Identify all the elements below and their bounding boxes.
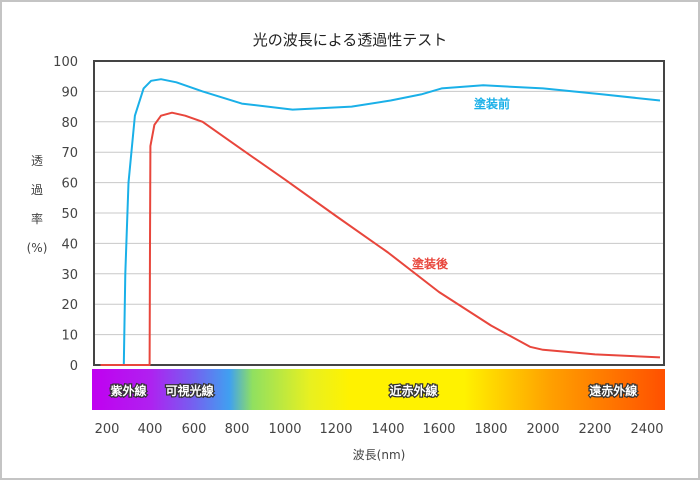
y-tick-label: 100 xyxy=(53,55,78,70)
y-tick-label: 50 xyxy=(61,207,78,222)
y-tick-label: 20 xyxy=(61,298,78,313)
x-tick-label: 400 xyxy=(138,422,163,437)
x-tick-label: 1000 xyxy=(268,422,301,437)
x-tick-label: 200 xyxy=(95,422,120,437)
x-tick-label: 2400 xyxy=(630,422,663,437)
y-tick-label: 60 xyxy=(61,177,78,192)
x-tick-label: 1400 xyxy=(371,422,404,437)
y-axis-label: 透 xyxy=(31,154,43,168)
chart-title: 光の波長による透過性テスト xyxy=(253,31,448,49)
x-tick-label: 2000 xyxy=(526,422,559,437)
spectrum-band-label: 可視光線 xyxy=(166,383,214,398)
y-tick-label: 70 xyxy=(61,146,78,161)
plot-border xyxy=(93,60,665,366)
spectrum-band-label: 近赤外線 xyxy=(389,383,437,398)
spectrum-bar xyxy=(92,369,665,410)
series-line-after-coating xyxy=(100,111,661,366)
x-axis-label: 波長(nm) xyxy=(353,448,406,462)
y-axis-label: 率 xyxy=(31,211,43,226)
y-axis-label: (%) xyxy=(27,241,48,255)
y-tick-label: 0 xyxy=(70,359,78,374)
x-tick-label: 1200 xyxy=(319,422,352,437)
x-tick-label: 600 xyxy=(182,422,207,437)
y-tick-label: 90 xyxy=(61,85,78,100)
y-tick-label: 30 xyxy=(61,268,78,283)
x-tick-label: 800 xyxy=(225,422,250,437)
series-label: 塗装前 xyxy=(474,96,510,111)
y-tick-label: 10 xyxy=(61,329,78,344)
y-axis-label: 過 xyxy=(31,183,43,197)
x-tick-label: 2200 xyxy=(578,422,611,437)
y-tick-label: 80 xyxy=(61,116,78,131)
spectrum-band-label: 遠赤外線 xyxy=(589,383,637,398)
x-tick-label: 1600 xyxy=(422,422,455,437)
spectrum-band-label: 紫外線 xyxy=(110,383,146,398)
x-tick-label: 1800 xyxy=(474,422,507,437)
series-line-before-coating xyxy=(100,78,661,366)
series-label: 塗装後 xyxy=(412,256,449,271)
y-tick-label: 40 xyxy=(61,237,78,252)
